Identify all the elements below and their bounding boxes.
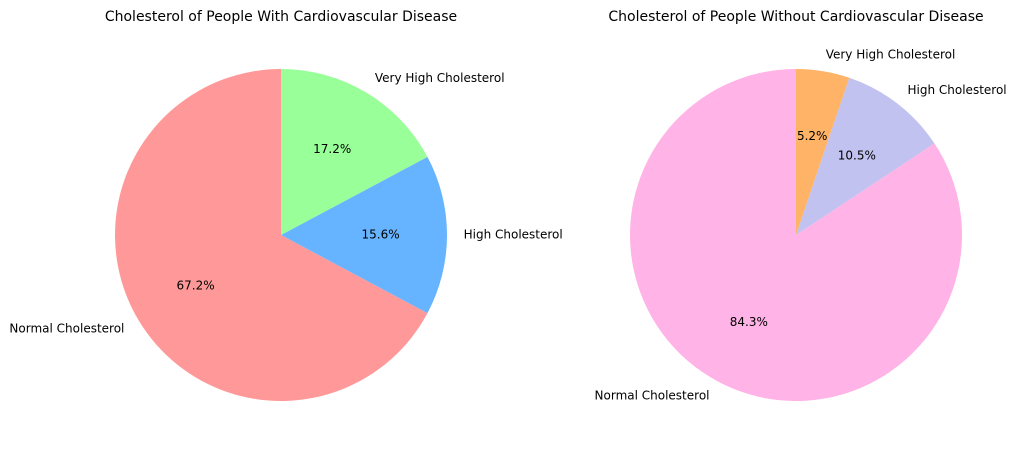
pct-label-high-with-cvd: 15.6%	[362, 228, 400, 242]
pie-slice-normal-with-cvd	[115, 69, 428, 401]
pie-slice-normal-without-cvd	[630, 69, 963, 401]
pie-slice-very-high-with-cvd	[281, 69, 428, 235]
pct-label-normal-with-cvd: 67.2%	[177, 279, 215, 293]
category-label-high-without-cvd: High Cholesterol	[908, 83, 1007, 97]
chart-title-with-cvd: Cholesterol of People With Cardiovascula…	[105, 9, 457, 25]
pie-chart-with-cvd: Cholesterol of People With Cardiovascula…	[9, 9, 563, 401]
pie-chart-without-cvd: Cholesterol of People Without Cardiovasc…	[595, 9, 1007, 402]
pie-slice-high-without-cvd	[796, 77, 935, 235]
pie-slice-high-with-cvd	[281, 156, 448, 314]
chart-title-without-cvd: Cholesterol of People Without Cardiovasc…	[608, 9, 983, 25]
category-label-very-high-without-cvd: Very High Cholesterol	[826, 47, 956, 61]
category-label-high-with-cvd: High Cholesterol	[464, 228, 563, 242]
pct-label-very-high-with-cvd: 17.2%	[313, 142, 351, 156]
category-label-normal-without-cvd: Normal Cholesterol	[595, 388, 710, 402]
pct-label-high-without-cvd: 10.5%	[838, 149, 876, 163]
pie-slice-very-high-without-cvd	[796, 69, 850, 235]
category-label-very-high-with-cvd: Very High Cholesterol	[375, 71, 505, 85]
pct-label-normal-without-cvd: 84.3%	[730, 315, 768, 329]
category-label-normal-with-cvd: Normal Cholesterol	[9, 321, 124, 335]
pct-label-very-high-without-cvd: 5.2%	[797, 129, 828, 143]
